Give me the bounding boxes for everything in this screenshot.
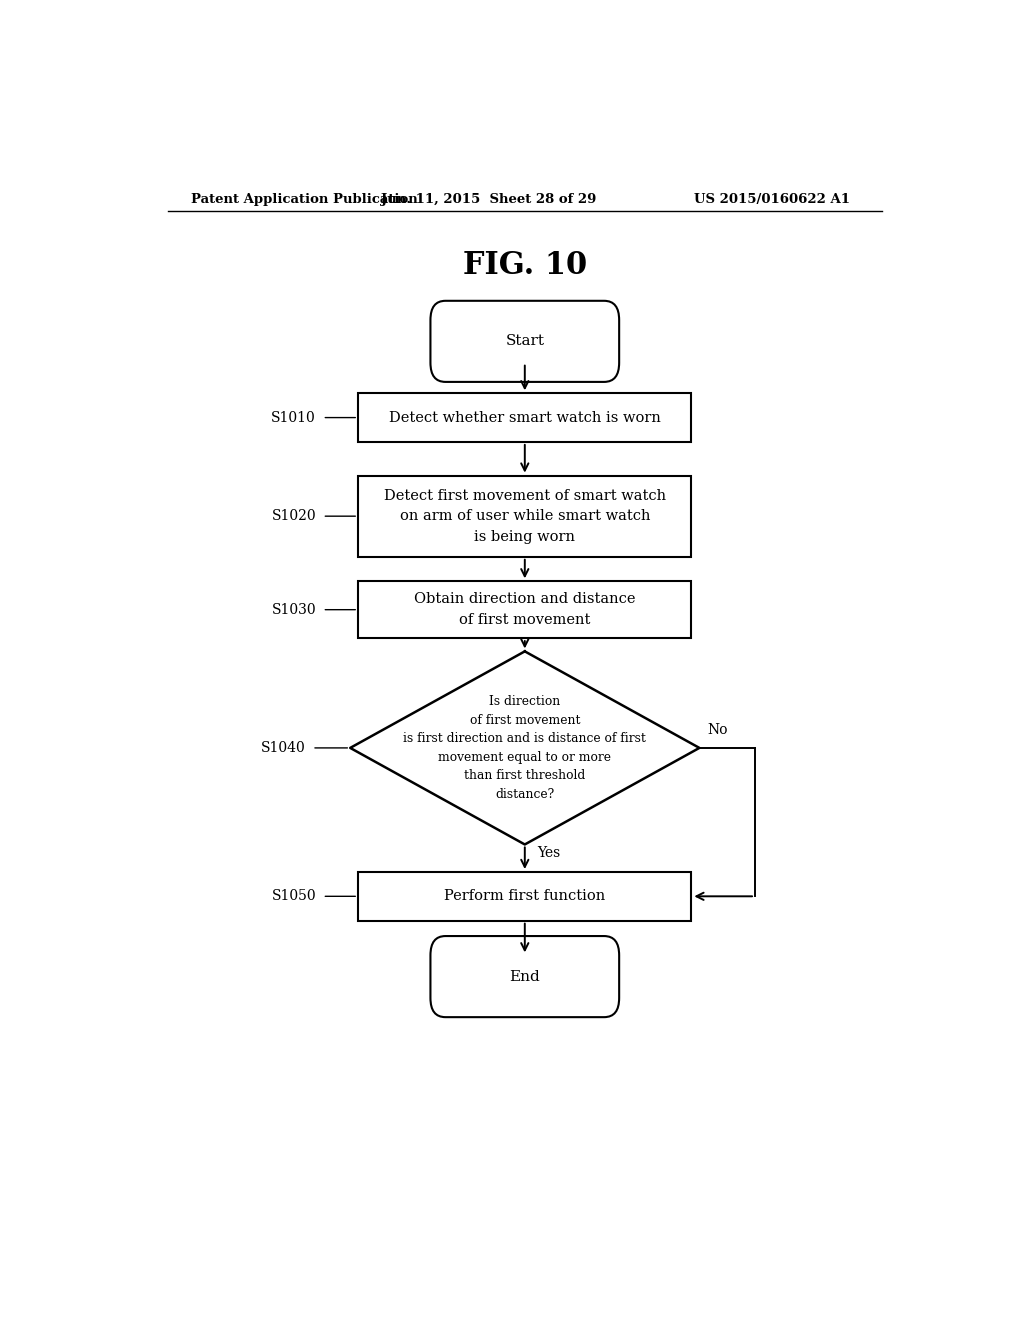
Polygon shape bbox=[350, 651, 699, 845]
Text: Start: Start bbox=[505, 334, 545, 348]
Text: Is direction
of first movement
is first direction and is distance of first
movem: Is direction of first movement is first … bbox=[403, 696, 646, 801]
Text: S1040: S1040 bbox=[261, 741, 306, 755]
Text: End: End bbox=[509, 970, 541, 983]
Text: S1050: S1050 bbox=[271, 890, 316, 903]
Bar bbox=[358, 475, 691, 557]
Text: Patent Application Publication: Patent Application Publication bbox=[191, 193, 418, 206]
Bar bbox=[358, 873, 691, 921]
Bar bbox=[358, 393, 691, 442]
Text: Detect whether smart watch is worn: Detect whether smart watch is worn bbox=[389, 411, 660, 425]
Text: S1010: S1010 bbox=[271, 411, 316, 425]
Text: S1030: S1030 bbox=[271, 603, 316, 616]
Bar bbox=[358, 581, 691, 638]
Text: S1020: S1020 bbox=[271, 510, 316, 523]
Text: Yes: Yes bbox=[538, 846, 561, 859]
Text: Detect first movement of smart watch
on arm of user while smart watch
is being w: Detect first movement of smart watch on … bbox=[384, 488, 666, 544]
Text: US 2015/0160622 A1: US 2015/0160622 A1 bbox=[694, 193, 850, 206]
Text: FIG. 10: FIG. 10 bbox=[463, 249, 587, 281]
FancyBboxPatch shape bbox=[430, 936, 620, 1018]
Text: Jun. 11, 2015  Sheet 28 of 29: Jun. 11, 2015 Sheet 28 of 29 bbox=[381, 193, 597, 206]
Text: No: No bbox=[708, 722, 728, 737]
FancyBboxPatch shape bbox=[430, 301, 620, 381]
Text: Obtain direction and distance
of first movement: Obtain direction and distance of first m… bbox=[414, 593, 636, 627]
Text: Perform first function: Perform first function bbox=[444, 890, 605, 903]
